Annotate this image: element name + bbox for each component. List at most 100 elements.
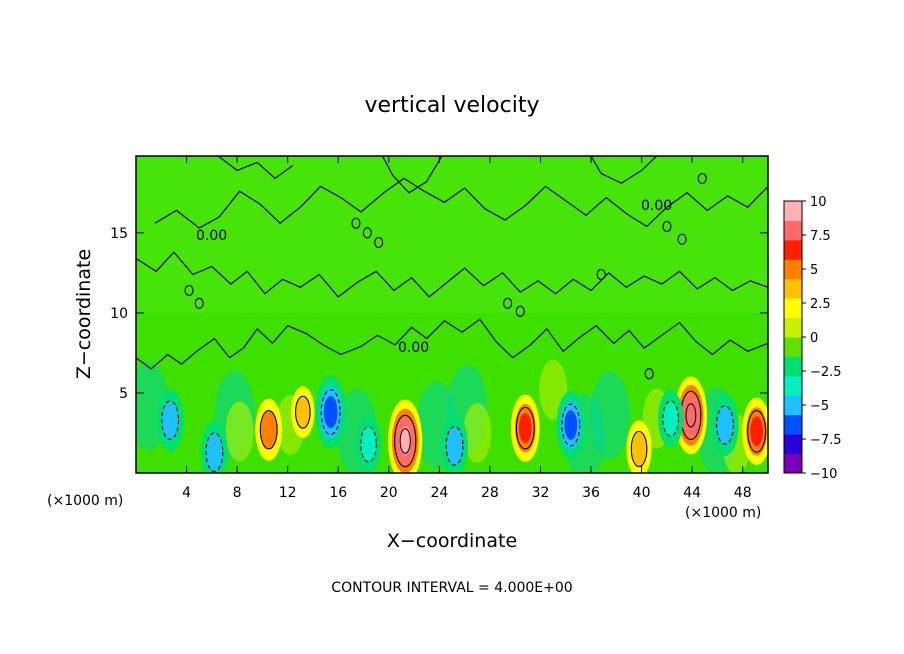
- cell-contour: [445, 426, 464, 466]
- colorbar-swatch: [784, 395, 802, 416]
- y-tick-label: 15: [110, 226, 128, 242]
- colorbar-tick-label: 2.5: [810, 297, 831, 312]
- cell-level: [360, 426, 377, 462]
- cell-contour: [205, 432, 224, 472]
- colorbar-swatch: [784, 201, 802, 221]
- contour-interval: CONTOUR INTERVAL = 4.000E+00: [331, 580, 572, 596]
- small-contour-loop: [697, 172, 707, 184]
- x-tick-label: 16: [329, 485, 347, 501]
- contour-line: [217, 156, 294, 180]
- contour-line: [381, 156, 443, 194]
- cell-inner-contour: [399, 428, 411, 454]
- cell-contour: [161, 400, 180, 440]
- y-tick-label: 10: [110, 306, 128, 322]
- cell-contour: [515, 406, 535, 450]
- colorbar-swatch: [784, 259, 802, 280]
- plot-frame: [135, 155, 769, 474]
- small-contour-loop: [351, 217, 361, 229]
- small-contour-loop: [194, 297, 204, 309]
- cell-level: [564, 410, 578, 440]
- x-unit-right: (×1000 m): [685, 505, 761, 521]
- x-tick-label: 8: [233, 485, 242, 501]
- cell-contour: [394, 414, 417, 468]
- downdraft-cell: [200, 421, 228, 473]
- y-axis-label: Z−coordinate: [73, 249, 95, 379]
- contour-line: [590, 156, 658, 184]
- updraft-cell: [626, 420, 652, 473]
- x-tick-label: 44: [683, 485, 701, 501]
- cell-level: [206, 433, 223, 472]
- colorbar-swatch: [784, 239, 802, 260]
- colorbar: 10 7.5 5 2.5 0 −2.5 −5 −7.5 −10: [783, 195, 842, 482]
- small-contour-loop: [662, 220, 672, 232]
- weak-updraft-zone: [463, 402, 492, 463]
- contour-line: [136, 251, 768, 298]
- downdraft-cell: [315, 375, 346, 449]
- cell-level: [662, 401, 679, 437]
- upper-field: [136, 156, 768, 313]
- small-contour-loop: [644, 368, 654, 380]
- colorbar-swatch: [784, 356, 802, 377]
- colorbar-swatch: [784, 298, 802, 319]
- updraft-cell: [674, 376, 708, 455]
- small-contour-loop: [677, 233, 687, 245]
- downdraft-cell: [441, 414, 469, 473]
- cell-level: [631, 431, 647, 467]
- zero-contours: [136, 156, 768, 380]
- colorbar-swatch: [784, 317, 802, 338]
- x-tick-label: 24: [430, 485, 448, 501]
- small-contour-loop: [362, 227, 372, 239]
- colorbar-swatch: [784, 337, 802, 357]
- weak-updraft-zone: [225, 401, 254, 462]
- colorbar-tick-label: −5: [810, 399, 829, 414]
- x-axis-label: X−coordinate: [387, 530, 517, 552]
- cell-contour: [294, 395, 311, 429]
- colorbar-tick-label: −2.5: [810, 365, 842, 380]
- x-tick-label: 32: [532, 485, 550, 501]
- downdraft-cell: [355, 415, 382, 473]
- small-contour-loop: [596, 268, 606, 281]
- cell-contour: [716, 405, 734, 445]
- cell-level: [260, 410, 278, 449]
- x-tick-label: 12: [279, 485, 297, 501]
- colorbar-tick-label: 7.5: [810, 229, 831, 244]
- updraft-cell: [510, 394, 540, 462]
- x-tick-label: 36: [582, 485, 600, 501]
- colorbar-swatch: [784, 375, 802, 396]
- downdraft-cell: [556, 391, 586, 459]
- downdraft-cell: [711, 393, 739, 456]
- contour-label: 0.00: [196, 228, 227, 244]
- colorbar-swatch: [784, 278, 802, 299]
- x-tick-label: 48: [734, 485, 752, 501]
- x-tick-label: 28: [481, 485, 499, 501]
- cell-level: [295, 396, 311, 429]
- contour-line: [136, 318, 768, 370]
- updraft-cell: [291, 386, 315, 438]
- cell-contour: [561, 403, 581, 447]
- downdraft-cell: [658, 390, 684, 447]
- cell-level: [161, 401, 179, 440]
- colorbar-tick-label: 5: [810, 263, 818, 278]
- colorbar-swatch: [784, 220, 802, 241]
- colorbar-tick-label: −7.5: [810, 433, 842, 448]
- small-contour-loop: [374, 236, 384, 249]
- small-contour-loop: [503, 297, 513, 309]
- colorbar-tick-label: −10: [810, 467, 837, 482]
- y-tick-label: 5: [119, 386, 128, 402]
- colorbar-swatch: [784, 453, 802, 474]
- cell-contour: [630, 430, 648, 468]
- weak-downdraft-zone: [590, 371, 630, 460]
- updraft-cell: [388, 399, 423, 473]
- cell-level: [399, 426, 412, 456]
- cell-level: [716, 405, 734, 445]
- contour-label: 0.00: [641, 198, 672, 214]
- cell-contour: [360, 426, 377, 463]
- y-axis: 5 10 15: [110, 226, 768, 402]
- x-unit-left: (×1000 m): [47, 493, 123, 509]
- cell-contour: [662, 400, 680, 437]
- cell-level: [323, 396, 338, 429]
- velocity-cells: [156, 375, 768, 473]
- cell-level: [518, 413, 532, 444]
- colorbar-tick-label: 0: [810, 331, 818, 346]
